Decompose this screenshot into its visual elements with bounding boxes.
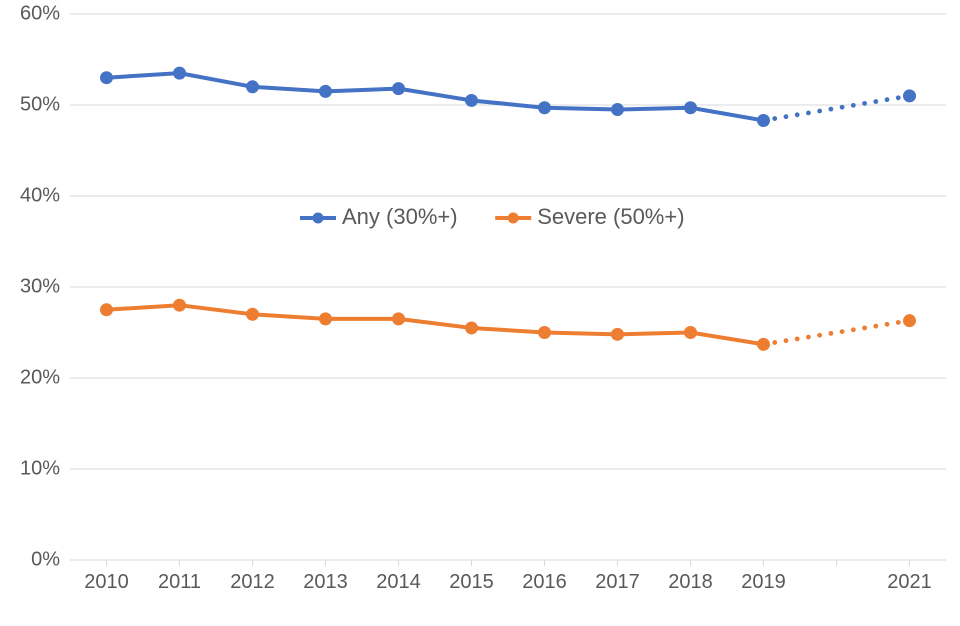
svg-text:2016: 2016 xyxy=(522,571,567,593)
svg-text:50%: 50% xyxy=(20,93,60,115)
line-chart: 0% 10% 20% 30% 40% 50% 60% 2010 2011 2012 2013 2014… xyxy=(0,0,960,626)
svg-text:2017: 2017 xyxy=(595,571,640,593)
svg-text:Severe (50%+): Severe (50%+) xyxy=(537,204,684,229)
svg-text:60%: 60% xyxy=(20,2,60,24)
svg-text:2021: 2021 xyxy=(887,571,932,593)
svg-text:2014: 2014 xyxy=(376,571,421,593)
svg-text:2019: 2019 xyxy=(741,571,786,593)
svg-text:0%: 0% xyxy=(31,548,60,570)
svg-text:2013: 2013 xyxy=(303,571,348,593)
svg-text:Any (30%+): Any (30%+) xyxy=(342,204,458,229)
svg-text:30%: 30% xyxy=(20,275,60,297)
svg-text:20%: 20% xyxy=(20,366,60,388)
svg-text:2015: 2015 xyxy=(449,571,494,593)
svg-text:2011: 2011 xyxy=(158,571,201,593)
svg-text:2018: 2018 xyxy=(668,571,713,593)
svg-text:2012: 2012 xyxy=(230,571,275,593)
svg-text:40%: 40% xyxy=(20,184,60,206)
svg-text:2010: 2010 xyxy=(84,571,129,593)
svg-text:10%: 10% xyxy=(20,457,60,479)
